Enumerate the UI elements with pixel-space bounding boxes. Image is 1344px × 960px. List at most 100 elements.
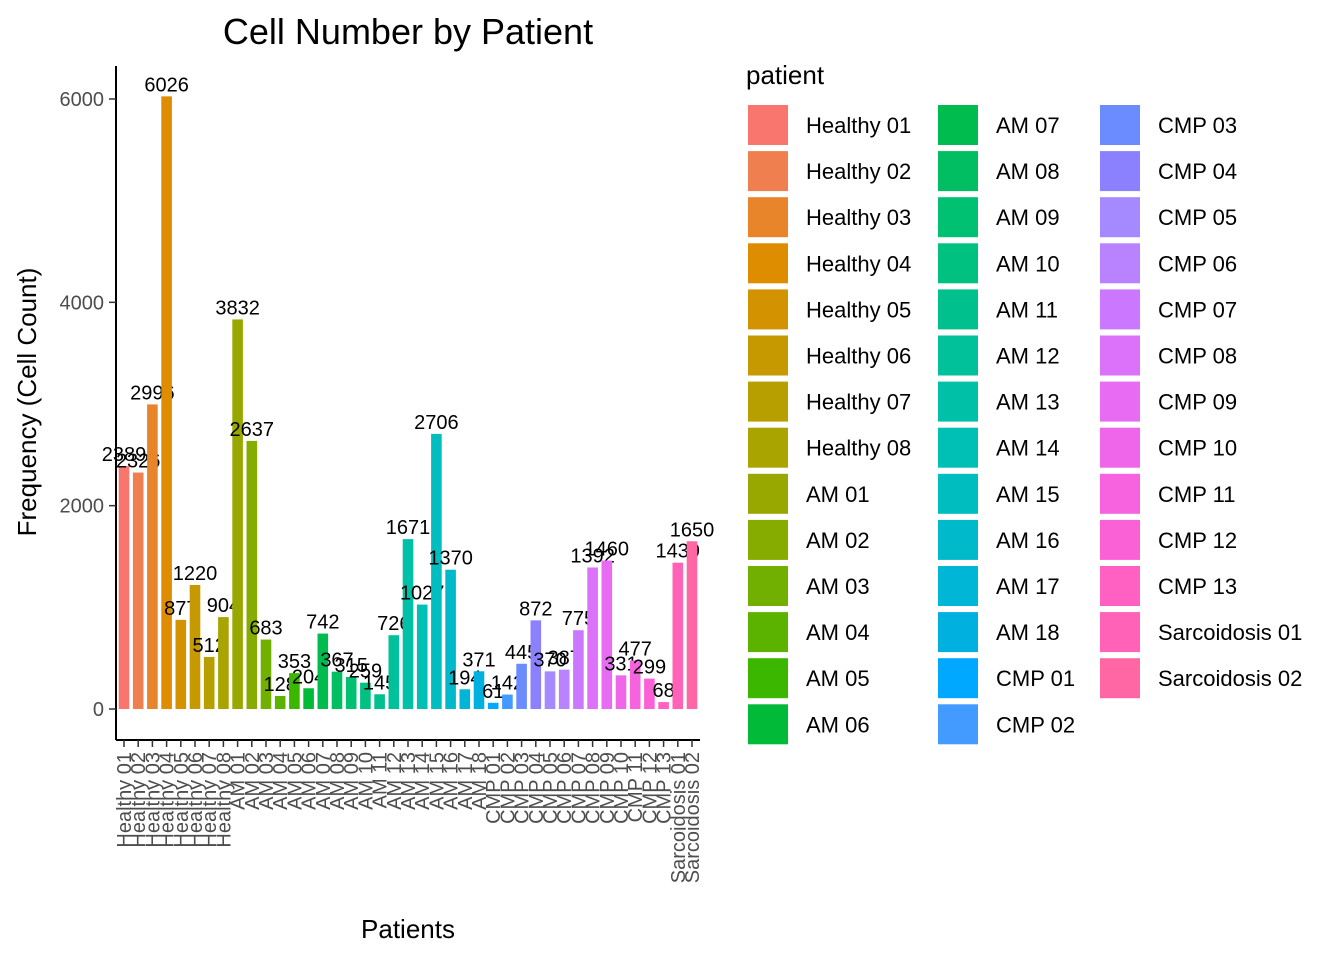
- legend-key: [748, 612, 788, 653]
- data-label: 904: [207, 595, 240, 617]
- x-tick-label: CMP 08: [583, 752, 605, 824]
- legend-label: AM 12: [996, 344, 1060, 369]
- legend-key: [1100, 566, 1140, 606]
- data-label: 775: [562, 608, 595, 630]
- data-label: 367: [320, 650, 353, 672]
- data-label: 194: [448, 667, 481, 689]
- bar: [544, 671, 556, 709]
- legend-label: Healthy 02: [806, 159, 911, 184]
- legend-title: patient: [746, 60, 825, 90]
- legend-key: [1100, 151, 1140, 192]
- legend-label: Sarcoidosis 01: [1158, 620, 1302, 645]
- legend-label: AM 02: [806, 528, 870, 553]
- x-tick-label: Healthy 05: [171, 752, 193, 848]
- legend-key: [748, 566, 788, 606]
- x-tick-label: AM 08: [327, 752, 349, 810]
- bar: [402, 539, 414, 709]
- x-tick-label: Healthy 06: [185, 752, 207, 848]
- legend-label: AM 09: [996, 205, 1060, 230]
- x-tick-label: CMP 06: [554, 752, 576, 824]
- data-label: 68: [652, 680, 674, 702]
- x-tick-label: Sarcoidosis 01: [668, 752, 690, 883]
- x-tick-label: CMP 02: [497, 752, 519, 824]
- legend-key: [748, 197, 788, 238]
- data-label: 1370: [428, 548, 473, 570]
- bar: [218, 617, 229, 709]
- legend-label: Healthy 03: [806, 205, 911, 230]
- data-label: 1460: [585, 539, 630, 561]
- data-label: 61: [482, 681, 504, 703]
- bar: [303, 688, 314, 709]
- x-tick-label: Healthy 07: [199, 752, 221, 848]
- bar: [615, 675, 627, 709]
- bar: [388, 635, 400, 709]
- y-tick-label: 6000: [60, 89, 105, 111]
- legend-label: AM 14: [996, 436, 1060, 461]
- legend-key: [748, 658, 788, 699]
- legend-label: AM 13: [996, 390, 1060, 415]
- x-axis-title: Patients: [361, 914, 455, 944]
- legend-label: AM 18: [996, 620, 1060, 645]
- x-tick-label: AM 09: [341, 752, 363, 810]
- legend-key: [1100, 473, 1140, 514]
- x-tick-label: AM 16: [441, 752, 463, 810]
- legend-label: AM 01: [806, 482, 870, 507]
- legend-key: [938, 566, 978, 606]
- data-label: 387: [548, 648, 581, 670]
- legend-key: [1100, 289, 1140, 330]
- x-tick-label: Healthy 02: [128, 752, 150, 848]
- x-tick-label: CMP 13: [654, 752, 676, 824]
- legend-key: [748, 381, 788, 422]
- x-tick-label: CMP 03: [512, 752, 534, 824]
- x-tick-label: Healthy 01: [114, 752, 136, 848]
- bar: [345, 676, 357, 709]
- bar: [189, 584, 201, 709]
- legend-label: AM 15: [996, 482, 1060, 507]
- legend-label: AM 07: [996, 113, 1060, 138]
- bar: [558, 669, 570, 709]
- legend-key: [748, 243, 788, 284]
- legend-label: AM 17: [996, 574, 1060, 599]
- legend-label: CMP 02: [996, 712, 1075, 737]
- legend-key: [1100, 105, 1140, 145]
- bar: [147, 404, 158, 709]
- x-tick-label: AM 01: [228, 752, 250, 810]
- x-tick-label: CMP 11: [625, 752, 647, 822]
- legend-label: CMP 13: [1158, 574, 1237, 599]
- data-label: 742: [306, 612, 339, 634]
- data-label: 1220: [173, 563, 218, 585]
- x-tick-label: AM 05: [284, 752, 306, 810]
- legend-key: [938, 289, 978, 330]
- x-tick-label: Healthy 03: [142, 752, 164, 848]
- x-tick-label: AM 07: [313, 752, 335, 810]
- legend-key: [938, 519, 978, 560]
- legend-label: CMP 05: [1158, 205, 1237, 230]
- legend-key: [938, 335, 978, 376]
- bar: [587, 567, 598, 709]
- bar: [629, 660, 641, 709]
- x-tick-label: AM 14: [412, 752, 434, 810]
- chart-title: Cell Number by Patient: [223, 11, 593, 52]
- legend-label: CMP 10: [1158, 436, 1237, 461]
- legend-label: CMP 03: [1158, 113, 1237, 138]
- legend-key: [938, 427, 978, 468]
- data-label: 145: [363, 672, 396, 694]
- legend-key: [1100, 658, 1140, 699]
- x-tick-label: CMP 05: [540, 752, 562, 824]
- bar: [118, 466, 130, 709]
- data-label: 204: [292, 666, 325, 688]
- data-label: 370: [533, 649, 566, 671]
- legend-label: AM 03: [806, 574, 870, 599]
- data-label: 1671: [386, 517, 431, 539]
- bar: [246, 440, 258, 709]
- legend-key: [938, 473, 978, 514]
- legend-label: Healthy 08: [806, 436, 911, 461]
- data-label: 331: [604, 653, 637, 675]
- data-label: 477: [619, 639, 652, 661]
- y-tick-label: 2000: [60, 496, 105, 518]
- legend-key: [1100, 381, 1140, 422]
- x-tick-label: CMP 09: [597, 752, 619, 824]
- data-label: 315: [335, 655, 368, 677]
- legend-label: CMP 11: [1158, 482, 1235, 507]
- bar: [260, 639, 272, 709]
